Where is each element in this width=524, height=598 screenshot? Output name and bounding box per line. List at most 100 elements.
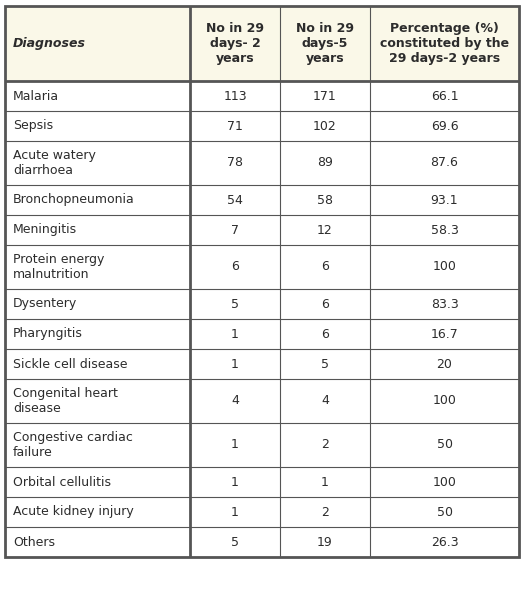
Text: 78: 78 [227, 157, 243, 169]
Bar [5, 141, 190, 185]
Text: 69.6: 69.6 [431, 120, 458, 133]
Text: 100: 100 [433, 261, 456, 273]
Bar [280, 6, 370, 81]
Text: 100: 100 [433, 475, 456, 489]
Text: 100: 100 [433, 395, 456, 407]
Text: 50: 50 [436, 438, 453, 451]
Bar [370, 379, 519, 423]
Text: 1: 1 [231, 475, 239, 489]
Text: 4: 4 [231, 395, 239, 407]
Bar [370, 319, 519, 349]
Bar [190, 289, 280, 319]
Text: 102: 102 [313, 120, 337, 133]
Text: 26.3: 26.3 [431, 535, 458, 548]
Bar [370, 289, 519, 319]
Text: Dysentery: Dysentery [13, 297, 77, 310]
Bar [370, 111, 519, 141]
Bar [190, 467, 280, 497]
Text: Sickle cell disease: Sickle cell disease [13, 358, 127, 371]
Text: 6: 6 [321, 261, 329, 273]
Bar [370, 349, 519, 379]
Text: 71: 71 [227, 120, 243, 133]
Bar [190, 349, 280, 379]
Text: 6: 6 [321, 328, 329, 340]
Text: Congestive cardiac
failure: Congestive cardiac failure [13, 431, 133, 459]
Text: No in 29
days- 2
years: No in 29 days- 2 years [206, 22, 264, 65]
Bar [280, 423, 370, 467]
Bar [370, 497, 519, 527]
Bar [5, 423, 190, 467]
Bar [190, 379, 280, 423]
Text: Diagnoses: Diagnoses [13, 37, 86, 50]
Bar [280, 379, 370, 423]
Text: 89: 89 [317, 157, 333, 169]
Bar [370, 6, 519, 81]
Bar [280, 289, 370, 319]
Text: 6: 6 [321, 297, 329, 310]
Text: 1: 1 [231, 505, 239, 518]
Bar [370, 467, 519, 497]
Text: 5: 5 [231, 535, 239, 548]
Bar [370, 215, 519, 245]
Bar [280, 349, 370, 379]
Bar [280, 141, 370, 185]
Text: 2: 2 [321, 438, 329, 451]
Text: 7: 7 [231, 224, 239, 236]
Bar [190, 497, 280, 527]
Bar [5, 379, 190, 423]
Bar [190, 423, 280, 467]
Text: 6: 6 [231, 261, 239, 273]
Bar [5, 245, 190, 289]
Text: Bronchopneumonia: Bronchopneumonia [13, 194, 135, 206]
Bar [280, 111, 370, 141]
Bar [5, 111, 190, 141]
Text: 171: 171 [313, 90, 337, 102]
Bar [280, 467, 370, 497]
Bar [280, 215, 370, 245]
Text: 87.6: 87.6 [431, 157, 458, 169]
Bar [370, 527, 519, 557]
Text: Acute kidney injury: Acute kidney injury [13, 505, 134, 518]
Text: Congenital heart
disease: Congenital heart disease [13, 387, 118, 415]
Text: Orbital cellulitis: Orbital cellulitis [13, 475, 111, 489]
Bar [190, 215, 280, 245]
Bar [190, 111, 280, 141]
Text: 2: 2 [321, 505, 329, 518]
Text: 1: 1 [231, 328, 239, 340]
Bar [370, 185, 519, 215]
Bar [280, 245, 370, 289]
Bar [280, 527, 370, 557]
Text: Meningitis: Meningitis [13, 224, 77, 236]
Text: 12: 12 [317, 224, 333, 236]
Text: 54: 54 [227, 194, 243, 206]
Bar [280, 497, 370, 527]
Text: 93.1: 93.1 [431, 194, 458, 206]
Bar [5, 349, 190, 379]
Bar [370, 423, 519, 467]
Text: 66.1: 66.1 [431, 90, 458, 102]
Text: 50: 50 [436, 505, 453, 518]
Text: Sepsis: Sepsis [13, 120, 53, 133]
Text: 5: 5 [231, 297, 239, 310]
Bar [280, 185, 370, 215]
Text: 1: 1 [231, 358, 239, 371]
Text: Protein energy
malnutrition: Protein energy malnutrition [13, 253, 104, 281]
Bar [190, 141, 280, 185]
Bar [280, 319, 370, 349]
Text: No in 29
days-5
years: No in 29 days-5 years [296, 22, 354, 65]
Bar [370, 81, 519, 111]
Bar [5, 527, 190, 557]
Bar [370, 245, 519, 289]
Text: Acute watery
diarrhoea: Acute watery diarrhoea [13, 149, 96, 177]
Text: 58.3: 58.3 [431, 224, 458, 236]
Bar [5, 467, 190, 497]
Bar [5, 215, 190, 245]
Text: 83.3: 83.3 [431, 297, 458, 310]
Text: 5: 5 [321, 358, 329, 371]
Bar [5, 289, 190, 319]
Text: 1: 1 [231, 438, 239, 451]
Bar [190, 319, 280, 349]
Bar [370, 141, 519, 185]
Bar [5, 185, 190, 215]
Text: Pharyngitis: Pharyngitis [13, 328, 83, 340]
